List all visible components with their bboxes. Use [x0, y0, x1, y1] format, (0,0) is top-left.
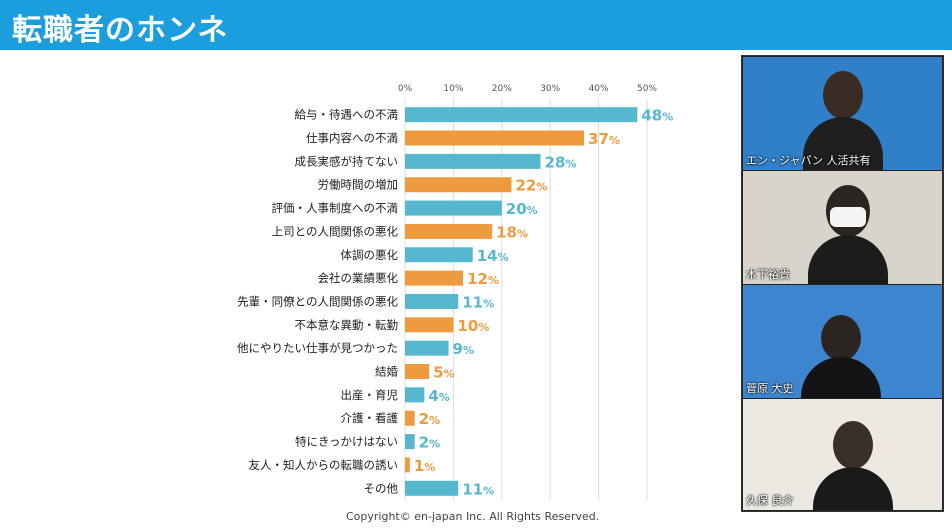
participant-avatar [808, 179, 888, 284]
x-tick-label: 20% [492, 84, 512, 94]
participant-name: エン・ジャパン 人活共有 [746, 154, 871, 167]
participant-avatar [803, 67, 883, 170]
video-panel-1[interactable]: エン・ジャパン 人活共有 [743, 57, 942, 170]
bar [405, 223, 493, 239]
category-label: 体調の悪化 [341, 248, 399, 262]
participant-name: 久保 良介 [746, 494, 794, 507]
participant-name: 木下裕貴 [746, 268, 790, 281]
category-label: 評価・人事制度への不満 [272, 201, 399, 215]
video-panel-column: エン・ジャパン 人活共有 木下裕貴 菅原 大史 久保 良介 [741, 55, 944, 512]
bar [405, 457, 410, 473]
x-tick-label: 40% [589, 84, 609, 94]
video-panel-3[interactable]: 菅原 大史 [743, 285, 942, 398]
category-label: 不本意な異動・転勤 [295, 318, 399, 332]
value-label: 11% [462, 293, 494, 311]
value-label: 2% [419, 410, 440, 428]
bar [405, 410, 415, 426]
bar [405, 177, 512, 193]
x-tick-label: 0% [398, 84, 413, 94]
value-label: 4% [428, 387, 449, 405]
copyright-text: Copyright© en-japan Inc. All Rights Rese… [346, 510, 600, 523]
value-label: 28% [545, 153, 577, 171]
value-label: 1% [414, 457, 435, 475]
x-tick-label: 10% [443, 84, 463, 94]
bar [405, 364, 430, 380]
page-title: 転職者のホンネ [12, 13, 229, 48]
bar-chart: 0% 10% 20% 30% 40% 50% 給与・待遇への不満 48% 仕事内容への不満 37%… [237, 84, 673, 500]
value-label: 22% [515, 177, 547, 195]
value-label: 37% [588, 130, 620, 148]
value-label: 9% [453, 340, 474, 358]
bar [405, 153, 541, 169]
category-label: 友人・知人からの転職の誘い [249, 458, 399, 472]
bar [405, 270, 464, 286]
category-label: 労働時間の増加 [318, 178, 399, 192]
header-bar: 転職者のホンネ [0, 0, 952, 50]
participant-name: 菅原 大史 [746, 382, 794, 395]
bar [405, 434, 415, 450]
bar [405, 340, 449, 356]
video-panel-4[interactable]: 久保 良介 [743, 399, 942, 510]
bar [405, 200, 502, 216]
category-label: 仕事内容への不満 [306, 131, 398, 145]
participant-avatar [813, 417, 893, 510]
value-label: 10% [457, 317, 489, 335]
value-label: 20% [506, 200, 538, 218]
category-label: 上司との人間関係の悪化 [272, 224, 399, 238]
category-label: 特にきっかけはない [295, 435, 398, 449]
value-label: 5% [433, 364, 454, 382]
value-label: 48% [641, 107, 673, 125]
bar [405, 387, 425, 403]
value-label: 18% [496, 223, 528, 241]
category-label: 成長実感が持てない [295, 154, 399, 168]
value-label: 11% [462, 480, 494, 498]
category-label: 会社の業績悪化 [318, 271, 399, 285]
category-label: 結婚 [375, 365, 398, 379]
x-tick-label: 30% [540, 84, 560, 94]
value-label: 2% [419, 434, 440, 452]
category-label: 介護・看護 [341, 411, 399, 425]
bar [405, 247, 473, 263]
category-label: その他 [364, 481, 399, 495]
category-label: 給与・待遇への不満 [295, 108, 399, 122]
bar [405, 293, 459, 309]
bar [405, 130, 585, 146]
category-label: 先輩・同僚との人間関係の悪化 [237, 294, 398, 308]
bar [405, 480, 459, 496]
value-label: 12% [467, 270, 499, 288]
bar [405, 107, 638, 123]
category-label: 出産・育児 [341, 388, 399, 402]
participant-avatar [801, 313, 881, 398]
video-panel-2[interactable]: 木下裕貴 [743, 171, 942, 284]
bar [405, 317, 454, 333]
x-tick-label: 50% [637, 84, 657, 94]
category-label: 他にやりたい仕事が見つかった [237, 341, 398, 355]
value-label: 14% [477, 247, 509, 265]
